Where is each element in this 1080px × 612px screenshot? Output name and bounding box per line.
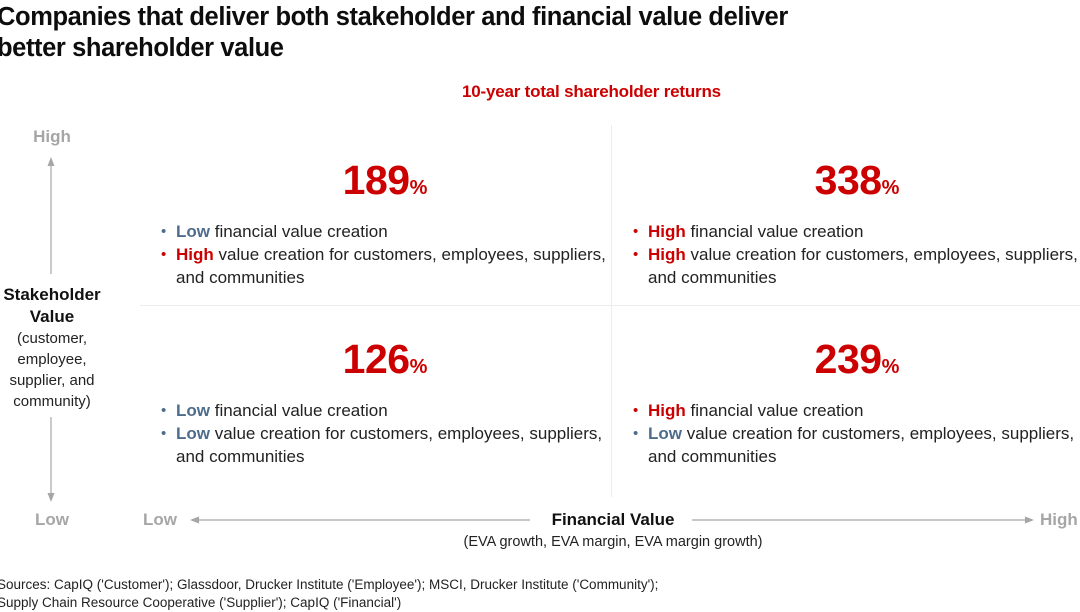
vertical-divider: [611, 125, 612, 497]
y-axis-label: Stakeholder Value (customer, employee, s…: [0, 284, 112, 412]
x-axis-title: Financial Value: [551, 510, 675, 529]
arrow-right-icon: [692, 516, 1034, 524]
quadrant-top-right: 338% • High financial value creation • Hig…: [632, 158, 1080, 289]
y-axis-high-label: High: [33, 127, 71, 146]
bullet-icon: •: [161, 425, 167, 442]
sources-line-2: Supply Chain Resource Cooperative ('Supp…: [0, 595, 402, 610]
bullet-stakeholder: • High value creation for customers, empl…: [161, 245, 606, 287]
arrow-up-icon: [47, 157, 55, 274]
x-axis-label: Financial Value (EVA growth, EVA margin,…: [420, 510, 806, 550]
y-axis-subtitle: (customer, employee, supplier, and commu…: [9, 330, 95, 410]
x-axis-high-label: High: [1040, 510, 1078, 529]
arrow-left-icon: [190, 516, 530, 524]
bullet-financial: • Low financial value creation: [161, 401, 388, 420]
page-title: Companies that deliver both stakeholder …: [0, 3, 788, 62]
sources-line-1: Sources: CapIQ ('Customer'); Glassdoor, …: [0, 577, 659, 592]
return-value: 126%: [342, 336, 428, 382]
bullet-icon: •: [633, 223, 639, 240]
sources-note: Sources: CapIQ ('Customer'); Glassdoor, …: [0, 576, 997, 612]
arrow-down-icon: [47, 417, 55, 502]
bullet-stakeholder: • High value creation for customers, empl…: [633, 245, 1078, 287]
bullet-financial: • High financial value creation: [633, 401, 864, 420]
bullet-icon: •: [161, 402, 167, 419]
bullet-stakeholder: • Low value creation for customers, emplo…: [161, 424, 603, 466]
bullet-icon: •: [633, 246, 639, 263]
bullet-icon: •: [633, 425, 639, 442]
x-axis-subtitle: (EVA growth, EVA margin, EVA margin grow…: [463, 534, 763, 550]
y-axis-low-label: Low: [35, 510, 69, 529]
chart-subtitle: 10-year total shareholder returns: [462, 82, 721, 101]
bullet-icon: •: [633, 402, 639, 419]
x-axis-low-label: Low: [143, 510, 177, 529]
horizontal-divider: [140, 305, 1080, 306]
bullet-financial: • Low financial value creation: [161, 222, 388, 241]
return-value: 189%: [342, 157, 428, 203]
return-value: 239%: [814, 336, 900, 382]
bullet-stakeholder: • Low value creation for customers, emplo…: [633, 424, 1075, 466]
bullet-icon: •: [161, 246, 167, 263]
quadrant-bottom-left: 126% • Low financial value creation • Low …: [160, 337, 610, 468]
bullet-financial: • High financial value creation: [633, 222, 864, 241]
bullet-icon: •: [161, 223, 167, 240]
quadrant-bottom-right: 239% • High financial value creation • Low…: [632, 337, 1080, 468]
return-value: 338%: [814, 157, 900, 203]
y-axis-title: Stakeholder Value: [3, 285, 101, 326]
quadrant-top-left: 189% • Low financial value creation • High…: [160, 158, 610, 289]
